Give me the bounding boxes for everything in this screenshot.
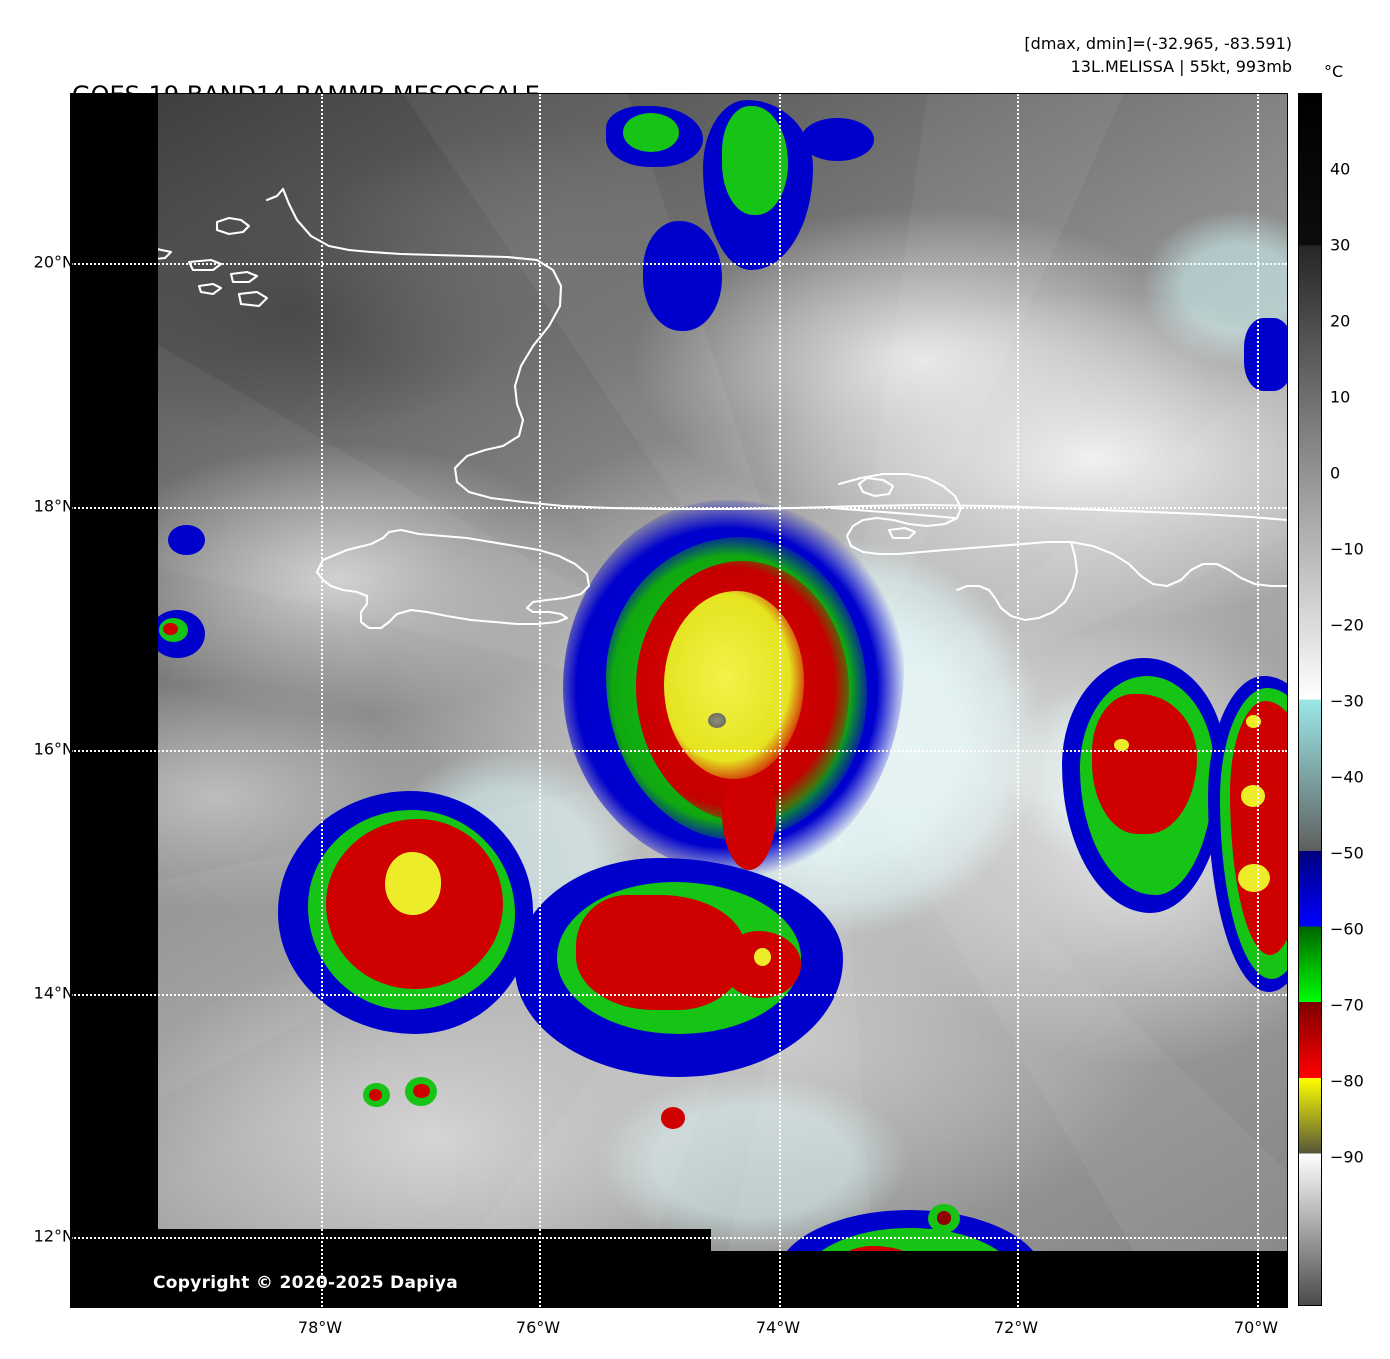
gridline-lon-76: [539, 94, 541, 1307]
coastline-hispaniola-bay: [857, 476, 895, 498]
small-cell-3: [660, 1106, 686, 1129]
convective-blob-north-4: [800, 118, 874, 161]
temperature-colorbar: [1298, 93, 1322, 1306]
metadata-block: [dmax, dmin]=(-32.965, -83.591) 13L.MELI…: [1024, 32, 1292, 78]
no-data-band-bottom-left: [71, 1229, 711, 1251]
coastline-jamaica: [315, 528, 591, 630]
coastline-hispaniola: [837, 472, 1287, 588]
coastline-nw: [265, 187, 285, 202]
coastline-dr-south: [955, 540, 1079, 622]
coastline-overlay: [135, 187, 1287, 1307]
cdo-southern-tail: [721, 773, 777, 871]
ytick-label-18N: 18°N: [33, 496, 74, 516]
southern-band-yellow-core: [754, 947, 772, 967]
gridline-lat-20: [71, 263, 1287, 265]
xtick-label-72W: 72°W: [993, 1318, 1039, 1337]
xtick-label-70W: 70°W: [1233, 1318, 1279, 1337]
coastline-cay-4: [197, 282, 223, 296]
storm-eye: [708, 712, 727, 729]
colorbar-unit-label: °C: [1324, 62, 1344, 81]
gridline-lat-18: [71, 507, 1287, 509]
coastline-cay-5: [237, 290, 269, 308]
eastern-cell-a-red: [1092, 694, 1197, 834]
storm-info-label: 13L.MELISSA | 55kt, 993mb: [1070, 57, 1292, 76]
gridline-lat-12: [71, 1237, 1287, 1239]
colorbar-tick-n80: −80: [1330, 1071, 1364, 1091]
coastline-cuba-cays: [215, 216, 251, 236]
ytick-label-20N: 20°N: [33, 252, 74, 272]
xtick-label-76W: 76°W: [515, 1318, 561, 1337]
colorbar-tick-n70: −70: [1330, 995, 1364, 1015]
eastern-cell-b-yellow-core-3: [1238, 864, 1270, 893]
colorbar-tick-n50: −50: [1330, 843, 1364, 863]
colorbar-tick-30: 30: [1330, 235, 1351, 255]
coastline-cay-3: [229, 270, 259, 284]
gridline-lat-14: [71, 994, 1287, 996]
coastline-haiti-south-peninsula: [829, 506, 957, 520]
xtick-label-74W: 74°W: [755, 1318, 801, 1337]
colorbar-tick-n30: −30: [1330, 691, 1364, 711]
colorbar-gradient: [1299, 94, 1321, 1305]
southern-band-red: [575, 894, 746, 1010]
convective-blob-island-1-red: [163, 622, 178, 635]
colorbar-tick-n20: −20: [1330, 615, 1364, 635]
no-data-band-left: [71, 94, 158, 1307]
convective-blob-island-2: [168, 524, 205, 555]
colorbar-tick-10: 10: [1330, 387, 1351, 407]
no-data-band-bottom: [71, 1251, 1287, 1307]
coastline-cay-2: [187, 258, 223, 272]
ytick-label-12N: 12°N: [33, 1226, 74, 1246]
colorbar-tick-n10: −10: [1330, 539, 1364, 559]
southwest-cluster-yellow-core: [384, 852, 441, 916]
small-cell-2-core: [412, 1083, 430, 1099]
small-cell-1-core: [368, 1088, 383, 1101]
gridline-lon-72: [1017, 94, 1019, 1307]
coastline-gonave: [887, 526, 917, 540]
xtick-label-78W: 78°W: [297, 1318, 343, 1337]
colorbar-tick-0: 0: [1330, 463, 1341, 483]
gridline-lat-16: [71, 750, 1287, 752]
colorbar-tick-40: 40: [1330, 159, 1351, 179]
gridline-lon-70: [1257, 94, 1259, 1307]
caribbean-coast-dot-core: [936, 1211, 952, 1225]
convective-blob-north-2-core: [721, 106, 789, 216]
colorbar-tick-n60: −60: [1330, 919, 1364, 939]
ytick-label-16N: 16°N: [33, 739, 74, 759]
eastern-cell-b-yellow-core-2: [1240, 785, 1266, 808]
copyright-notice: Copyright © 2020-2025 Dapiya: [153, 1273, 458, 1293]
colorbar-tick-20: 20: [1330, 311, 1351, 331]
gridline-lon-78: [321, 94, 323, 1307]
eastern-cell-a-yellow-core: [1114, 739, 1129, 752]
gridline-lon-74: [779, 94, 781, 1307]
convective-blob-northeast: [1244, 318, 1287, 392]
colorbar-tick-n90: −90: [1330, 1147, 1364, 1167]
coastline-cuba: [281, 187, 1287, 522]
plot-inner: Copyright © 2020-2025 Dapiya: [71, 94, 1287, 1307]
ytick-label-14N: 14°N: [33, 983, 74, 1003]
satellite-image-plot: Copyright © 2020-2025 Dapiya: [70, 93, 1288, 1308]
convective-blob-north-1-core: [623, 113, 679, 153]
convective-blob-north-3: [642, 221, 722, 331]
data-range-label: [dmax, dmin]=(-32.965, -83.591): [1024, 34, 1292, 53]
colorbar-tick-n40: −40: [1330, 767, 1364, 787]
